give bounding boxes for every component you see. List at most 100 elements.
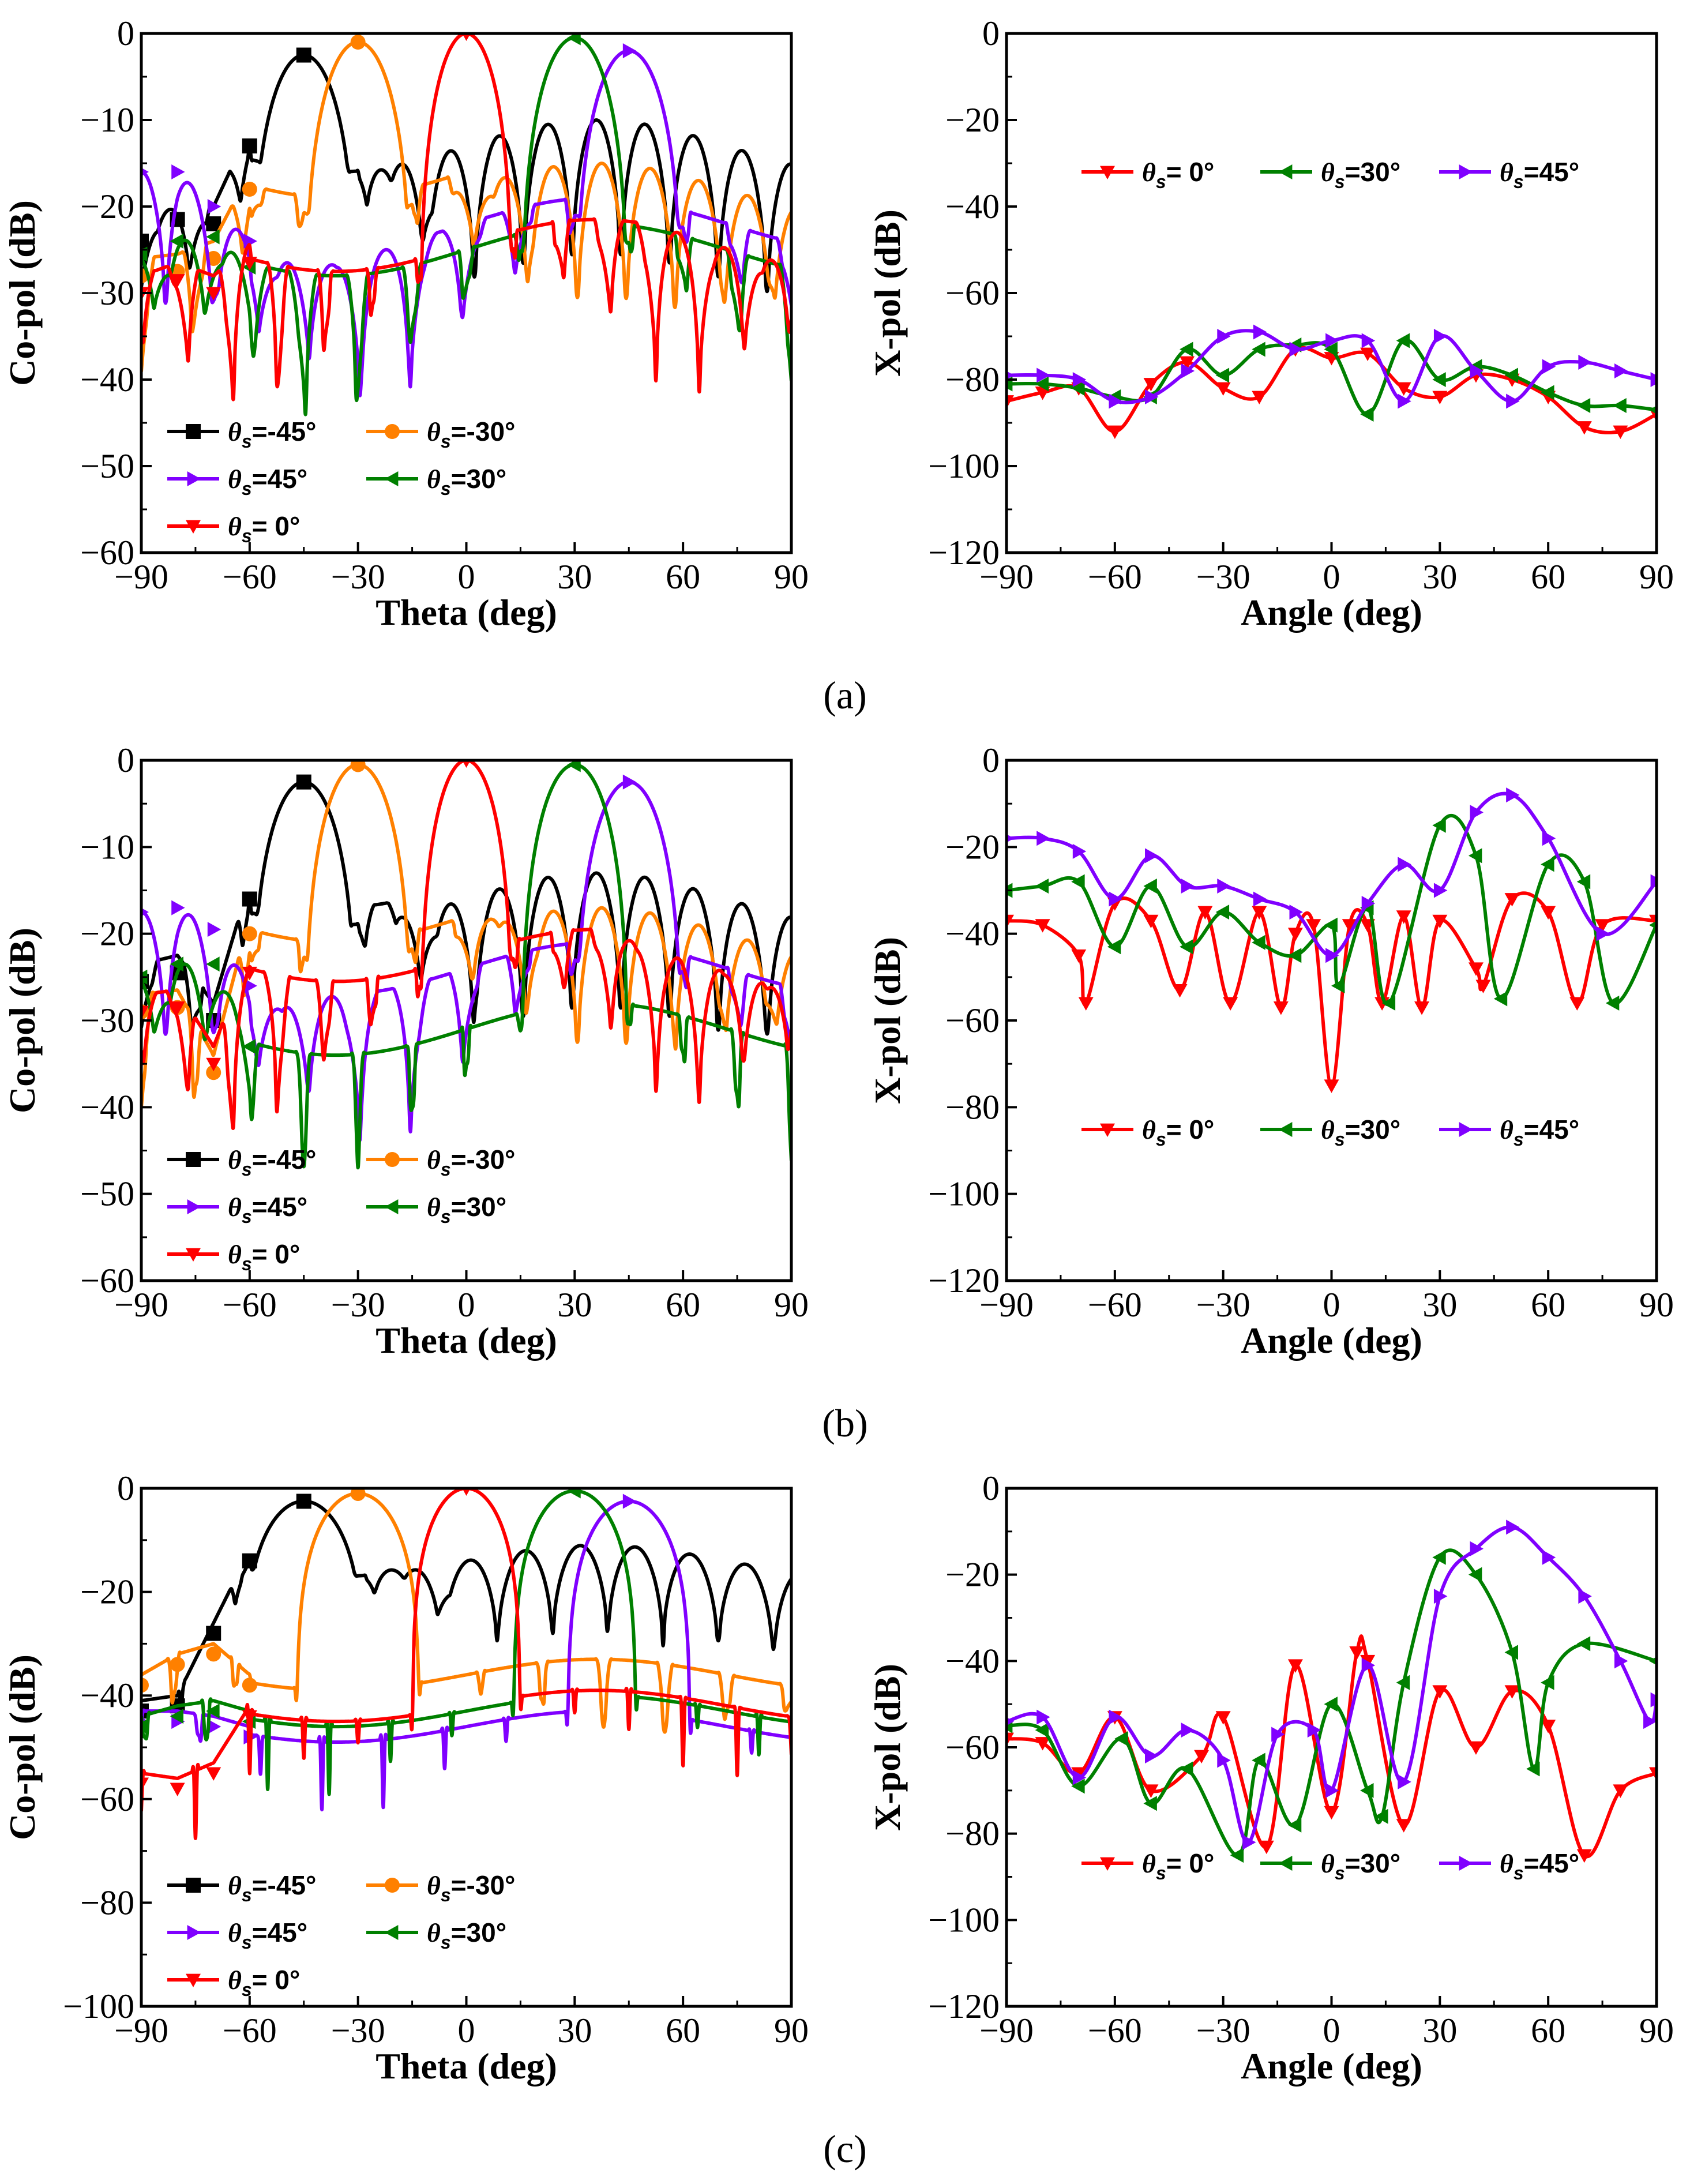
- data-point-zero: [1107, 425, 1122, 439]
- x-tick-label: −90: [114, 558, 168, 596]
- data-point-zero: [1252, 391, 1267, 404]
- data-point-p45: [1036, 1709, 1050, 1725]
- legend-label: θs=-30°: [427, 1870, 515, 1905]
- data-point-zero: [206, 1057, 221, 1072]
- legend-swatch-marker: [1100, 1123, 1115, 1137]
- data-point-p45: [141, 907, 149, 917]
- legend-label: θs=45°: [228, 1192, 307, 1227]
- data-point-p30: [1468, 1567, 1482, 1582]
- x-tick-label: −60: [1088, 558, 1142, 596]
- data-point-p45: [1542, 831, 1556, 846]
- data-point-zero: [1035, 919, 1050, 933]
- data-point-p30: [1035, 878, 1049, 894]
- data-point-zero: [1576, 1849, 1592, 1863]
- plot-area: [141, 1488, 791, 1840]
- data-point-p30: [170, 234, 184, 249]
- legend-label: θs=45°: [1500, 1848, 1579, 1883]
- legend-swatch-marker: [186, 424, 201, 439]
- data-point-zero: [1324, 1079, 1339, 1093]
- data-point-m45: [242, 1553, 257, 1568]
- legend-label: θs= 0°: [228, 1965, 300, 2000]
- data-point-p30: [206, 956, 220, 972]
- data-point-p45: [1145, 389, 1159, 404]
- data-point-p45: [1289, 342, 1303, 357]
- data-point-p30: [1252, 342, 1265, 357]
- data-point-p30-peak: [567, 33, 581, 46]
- legend-label: θs=-45°: [228, 416, 316, 452]
- data-point-p30: [1107, 939, 1121, 955]
- data-point-p30-peak: [567, 1488, 581, 1499]
- data-point-m30: [206, 1065, 221, 1080]
- x-tick-label: −60: [223, 2012, 277, 2050]
- data-point-zero-peak: [462, 33, 471, 41]
- legend-swatch-marker: [1279, 1856, 1293, 1871]
- data-point-p45-peak: [622, 1493, 637, 1509]
- data-point-zero: [1180, 356, 1195, 370]
- data-point-p30: [1613, 398, 1627, 413]
- data-point-p30: [1071, 381, 1085, 396]
- x-axis-title: Angle (deg): [1241, 1320, 1422, 1361]
- data-point-zero: [1349, 1646, 1365, 1660]
- legend-swatch-marker: [186, 1878, 201, 1893]
- x-tick-label: −30: [1196, 2012, 1250, 2050]
- data-point-p30: [1468, 848, 1482, 864]
- chart-c-xpol: −90 −60 −30 0 30 60 90−120−100−80−60−40−200Ang…: [867, 1469, 1674, 2087]
- y-axis-title: Co-pol (dB): [2, 200, 43, 386]
- data-point-p45: [171, 164, 185, 179]
- data-point-p30: [1374, 1808, 1388, 1824]
- x-tick-label: −90: [114, 2012, 168, 2050]
- data-point-p45: [1217, 1753, 1231, 1768]
- data-point-p30: [1180, 939, 1193, 955]
- data-point-zero: [1569, 997, 1585, 1011]
- data-point-p45: [1007, 371, 1014, 380]
- x-tick-label: 60: [666, 2012, 700, 2050]
- plot-area: [1007, 1519, 1657, 1863]
- data-point-p30: [1143, 1796, 1157, 1811]
- data-point-p45: [1072, 1770, 1087, 1785]
- data-point-p45: [1361, 896, 1376, 911]
- y-tick-label: 0: [117, 1469, 134, 1507]
- data-point-m45-peak: [296, 774, 311, 790]
- legend-item-p45: θs=45°: [1439, 157, 1579, 192]
- y-tick-label: −80: [945, 361, 1000, 399]
- data-point-p45: [207, 199, 221, 214]
- data-point-p45: [1433, 329, 1448, 344]
- data-point-zero: [1324, 1806, 1339, 1820]
- data-point-p45: [1036, 831, 1050, 846]
- legend-swatch-marker: [1459, 164, 1473, 179]
- legend-label: θs=45°: [1500, 157, 1579, 192]
- data-point-p30: [1180, 1761, 1193, 1777]
- data-point-zero: [170, 1001, 185, 1015]
- plot-area: [1007, 787, 1657, 1093]
- data-point-p45: [1181, 363, 1195, 378]
- data-point-p45: [1361, 1657, 1376, 1673]
- data-point-p45-peak: [622, 774, 637, 790]
- data-point-p30: [1504, 1645, 1518, 1660]
- data-point-p45: [1596, 926, 1610, 941]
- chart-b-copol: −90 −60 −30 0 30 60 90−60−50−40−30−20−100Theta…: [2, 741, 809, 1361]
- x-tick-label: 90: [774, 2012, 809, 2050]
- data-point-p45: [1242, 1834, 1256, 1850]
- data-point-p45: [1433, 883, 1448, 898]
- data-point-zero: [1035, 1737, 1050, 1751]
- data-point-zero-peak: [462, 760, 471, 768]
- y-tick-label: −40: [945, 915, 1000, 953]
- legend-swatch-marker: [385, 424, 400, 439]
- plot-area: [141, 760, 791, 1170]
- legend-label: θs=30°: [1321, 1848, 1400, 1883]
- x-tick-label: 30: [1422, 1286, 1457, 1324]
- x-tick-label: 30: [1422, 2012, 1457, 2050]
- data-point-zero: [141, 1005, 149, 1019]
- x-tick-label: −90: [979, 558, 1034, 596]
- legend-item-zero: θs= 0°: [167, 511, 300, 546]
- data-point-p45: [1007, 1717, 1014, 1726]
- data-point-zero: [1414, 1001, 1430, 1015]
- y-tick-label: −30: [80, 1001, 134, 1040]
- legend-item-m45: θs=-45°: [167, 416, 316, 452]
- data-point-m30: [242, 1678, 257, 1693]
- legend-swatch-marker: [1279, 1122, 1293, 1137]
- data-point-zero: [1287, 1659, 1303, 1673]
- data-point-p30-peak: [567, 760, 581, 772]
- data-point-zero: [1504, 893, 1520, 907]
